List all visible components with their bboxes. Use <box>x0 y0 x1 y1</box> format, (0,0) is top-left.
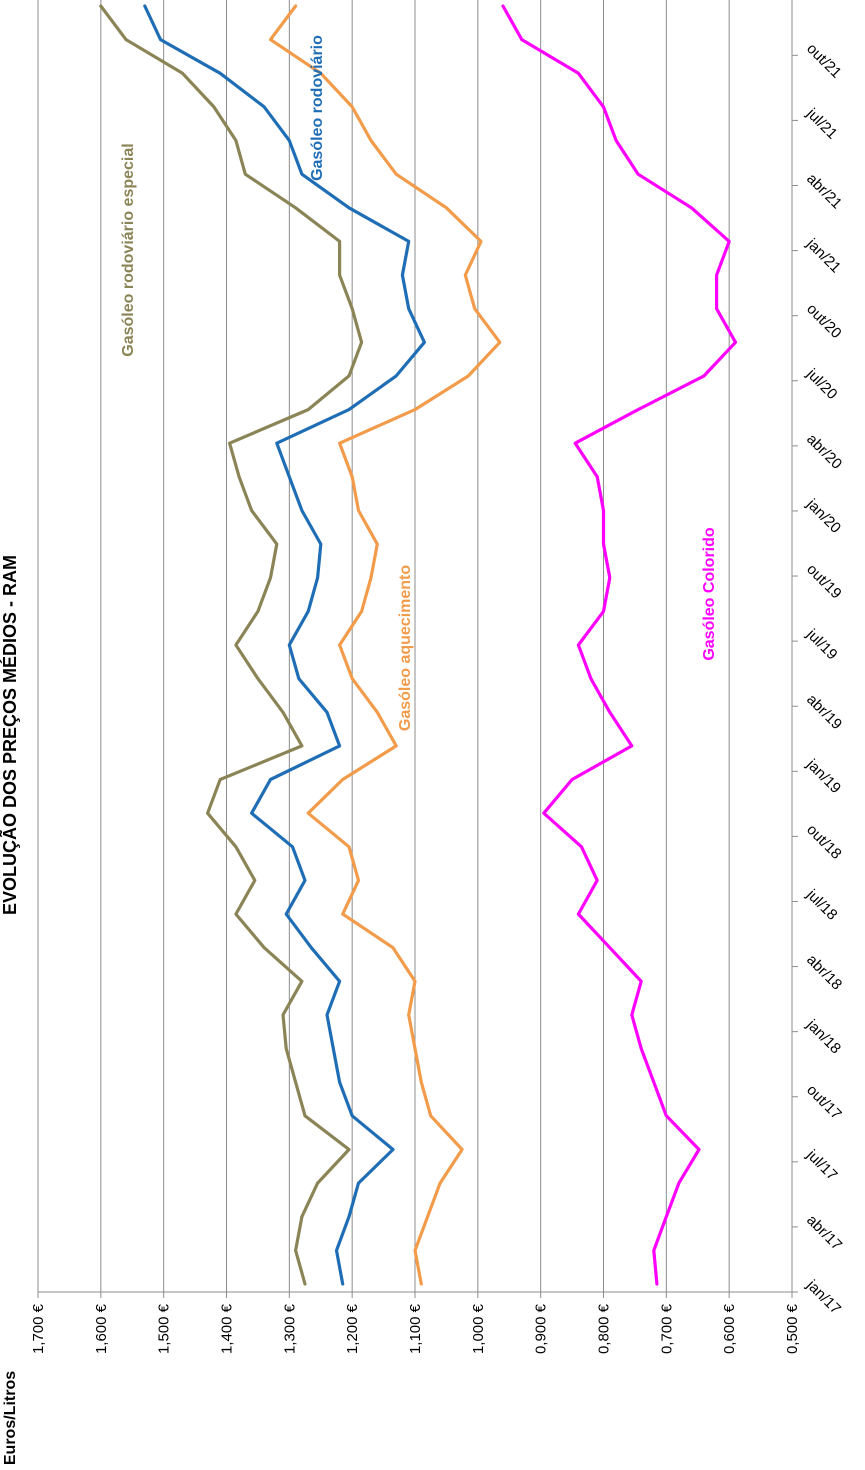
label-layer: Gasóleo rodoviário especial Gasóleo rodov… <box>120 35 718 731</box>
x-tick-label: jul/19 <box>802 625 840 663</box>
series-colorido-line <box>501 4 738 1286</box>
x-tick-label: jan/18 <box>802 1016 844 1058</box>
series-rodoviario-especial-label: Gasóleo rodoviário especial <box>120 143 137 356</box>
x-tick-label: jul/18 <box>802 886 840 924</box>
x-tick-label: out/21 <box>803 40 845 82</box>
x-tick-label: jan/17 <box>802 1276 844 1318</box>
x-tick-label: jul/21 <box>802 105 840 143</box>
y-tick-label: 0,800 € <box>596 1303 613 1354</box>
x-tick-label: jan/19 <box>802 755 844 797</box>
x-tick-label: abr/21 <box>803 170 845 212</box>
y-tick-label: 1,500 € <box>156 1303 173 1354</box>
x-tick-label: abr/19 <box>803 691 845 733</box>
y-tick-label: 1,400 € <box>219 1303 236 1354</box>
x-tick-label: abr/18 <box>803 951 845 993</box>
y-tick-label: 0,700 € <box>658 1303 675 1354</box>
x-tick-label: abr/17 <box>803 1212 845 1254</box>
y-tick-label: 1,200 € <box>344 1303 361 1354</box>
x-tick-label: jul/17 <box>802 1146 840 1184</box>
series-rodoviario-label: Gasóleo rodoviário <box>309 35 326 181</box>
y-tick-label: 1,700 € <box>30 1303 47 1354</box>
y-axis-label: Euros/Litros <box>2 1371 19 1465</box>
series-layer <box>99 4 738 1286</box>
y-tick-label: 0,600 € <box>721 1303 738 1354</box>
chart-title: EVOLUÇÃO DOS PREÇOS MÉDIOS - RAM <box>0 555 20 915</box>
y-tick-label: 1,000 € <box>470 1303 487 1354</box>
series-aquecimento-line <box>268 4 502 1286</box>
y-tick-label: 0,900 € <box>533 1303 550 1354</box>
series-rodoviario-especial-line <box>99 4 364 1286</box>
y-tick-label: 1,100 € <box>407 1303 424 1354</box>
grid-layer <box>37 0 798 1298</box>
series-rodoviario-line <box>143 4 426 1286</box>
series-colorido-label: Gasóleo Colorido <box>701 527 718 661</box>
x-tick-label: out/19 <box>803 561 845 603</box>
y-tick-label: 0,500 € <box>784 1303 801 1354</box>
x-tick-label: out/18 <box>803 821 845 863</box>
x-tick-label: jan/21 <box>802 235 844 277</box>
series-aquecimento-label: Gasóleo aquecimento <box>397 565 414 731</box>
x-tick-label: jan/20 <box>802 495 844 537</box>
y-tick-label: 1,300 € <box>281 1303 298 1354</box>
x-tick-label: abr/20 <box>803 431 845 473</box>
y-tick-label: 1,600 € <box>93 1303 110 1354</box>
x-tick-label: jul/20 <box>802 365 840 403</box>
x-tick-label: out/17 <box>803 1082 845 1124</box>
x-tick-label: out/20 <box>803 300 845 342</box>
